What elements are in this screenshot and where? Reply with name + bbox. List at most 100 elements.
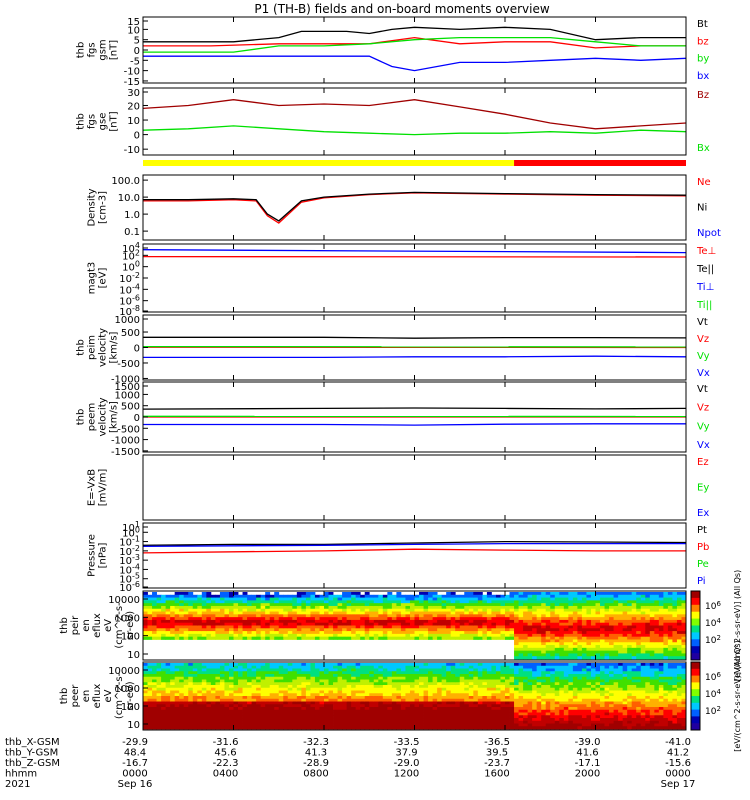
heatmap-cell: [324, 698, 329, 702]
heatmap-cell: [269, 685, 275, 689]
heatmap-cell: [464, 712, 470, 716]
heatmap-cell: [201, 605, 207, 610]
heatmap-cell: [550, 682, 556, 686]
heatmap-cell: [663, 633, 669, 638]
heatmap-cell: [346, 631, 352, 635]
heatmap-cell: [586, 674, 592, 678]
heatmap-cell: [559, 707, 565, 711]
y-tick-label: -10: [124, 145, 140, 156]
heatmap-cell: [559, 718, 565, 722]
panel-frame: [142, 454, 687, 521]
heatmap-cell: [631, 653, 637, 657]
heatmap-cell: [161, 671, 167, 675]
heatmap-cell: [473, 679, 479, 683]
heatmap-cell: [346, 687, 352, 691]
heatmap-cell: [396, 676, 402, 680]
heatmap-cell: [563, 608, 569, 612]
heatmap-cell: [649, 603, 655, 607]
heatmap-cell: [301, 674, 307, 678]
heatmap-cell: [152, 597, 157, 601]
heatmap-cell: [337, 628, 343, 632]
heatmap-cell: [486, 674, 492, 678]
heatmap-cell: [192, 723, 198, 727]
heatmap-cell: [170, 663, 176, 667]
heatmap-cell: [269, 663, 275, 667]
heatmap-cell: [319, 628, 325, 632]
heatmap-cell: [482, 600, 488, 604]
heatmap-cell: [305, 619, 311, 624]
heatmap-cell: [419, 668, 424, 672]
heatmap-cell: [609, 645, 614, 649]
heatmap-cell: [636, 636, 642, 640]
heatmap-cell: [179, 617, 185, 621]
heatmap-cell: [473, 715, 479, 719]
heatmap-cell: [631, 608, 637, 612]
heatmap-cell: [609, 622, 614, 626]
heatmap-cell: [536, 631, 542, 635]
heatmap-cell: [256, 663, 262, 667]
heatmap-cell: [500, 600, 506, 604]
heatmap-cell: [179, 720, 185, 724]
heatmap-cell: [238, 665, 243, 669]
heatmap-cell: [419, 608, 424, 612]
heatmap-cell: [351, 720, 357, 724]
heatmap-cell: [482, 690, 488, 694]
heatmap-cell: [364, 679, 370, 683]
heatmap-cell: [147, 707, 153, 711]
heatmap-cell: [201, 693, 207, 697]
heatmap-cell: [645, 614, 651, 618]
heatmap-cell: [337, 726, 343, 730]
heatmap-cell: [667, 633, 673, 638]
heatmap-cell: [676, 594, 682, 598]
heatmap-cell: [387, 718, 393, 722]
heatmap-cell: [518, 715, 524, 719]
heatmap-cell: [627, 614, 633, 618]
heatmap-cell: [518, 693, 524, 697]
heatmap-cell: [609, 608, 614, 612]
heatmap-cell: [247, 693, 252, 697]
heatmap-cell: [636, 656, 642, 660]
heatmap-cell: [188, 698, 194, 702]
heatmap-cell: [568, 682, 574, 686]
heatmap-cell: [437, 723, 443, 727]
heatmap-cell: [206, 718, 212, 722]
heatmap-cell: [672, 592, 678, 596]
heatmap-cell: [373, 698, 379, 702]
heatmap-cell: [563, 690, 569, 694]
heatmap-cell: [192, 679, 198, 683]
heatmap-cell: [147, 712, 153, 716]
heatmap-cell: [545, 597, 551, 601]
heatmap-cell: [527, 679, 533, 683]
heatmap-cell: [337, 693, 343, 697]
heatmap-cell: [265, 628, 271, 632]
heatmap-cell: [536, 619, 542, 624]
heatmap-cell: [450, 592, 456, 596]
heatmap-cell: [654, 617, 660, 621]
heatmap-cell: [581, 600, 587, 604]
heatmap-cell: [450, 605, 456, 610]
heatmap-cell: [328, 693, 334, 697]
heatmap-cell: [550, 628, 556, 632]
heatmap-cell: [161, 614, 167, 618]
heatmap-cell: [314, 608, 320, 612]
heatmap-cell: [247, 631, 252, 635]
heatmap-cell: [595, 674, 601, 678]
heatmap-cell: [224, 682, 230, 686]
heatmap-cell: [183, 679, 189, 683]
heatmap-cell: [640, 633, 646, 638]
heatmap-cell: [324, 671, 329, 675]
heatmap-cell: [292, 712, 298, 716]
heatmap-cell: [423, 597, 429, 601]
heatmap-cell: [455, 690, 461, 694]
heatmap-cell: [509, 633, 515, 638]
heatmap-cell: [400, 611, 406, 615]
heatmap-cell: [337, 707, 343, 711]
heatmap-cell: [509, 696, 515, 700]
heatmap-cell: [550, 704, 556, 708]
heatmap-cell: [563, 665, 569, 669]
heatmap-cell: [455, 608, 461, 612]
heatmap-cell: [486, 715, 492, 719]
heatmap-cell: [649, 600, 655, 604]
heatmap-cell: [532, 653, 538, 657]
heatmap-cell: [482, 707, 488, 711]
